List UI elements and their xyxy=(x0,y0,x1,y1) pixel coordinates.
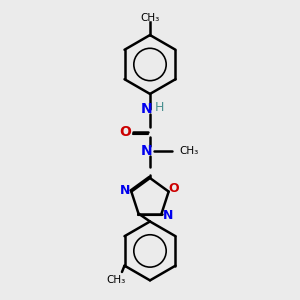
Text: N: N xyxy=(140,144,152,158)
Text: CH₃: CH₃ xyxy=(140,13,160,23)
Text: CH₃: CH₃ xyxy=(179,146,199,156)
Text: H: H xyxy=(154,100,164,114)
Text: N: N xyxy=(140,102,152,116)
Text: N: N xyxy=(120,184,130,197)
Text: N: N xyxy=(163,209,173,222)
Text: CH₃: CH₃ xyxy=(107,274,126,284)
Text: O: O xyxy=(168,182,179,195)
Text: O: O xyxy=(119,125,131,139)
